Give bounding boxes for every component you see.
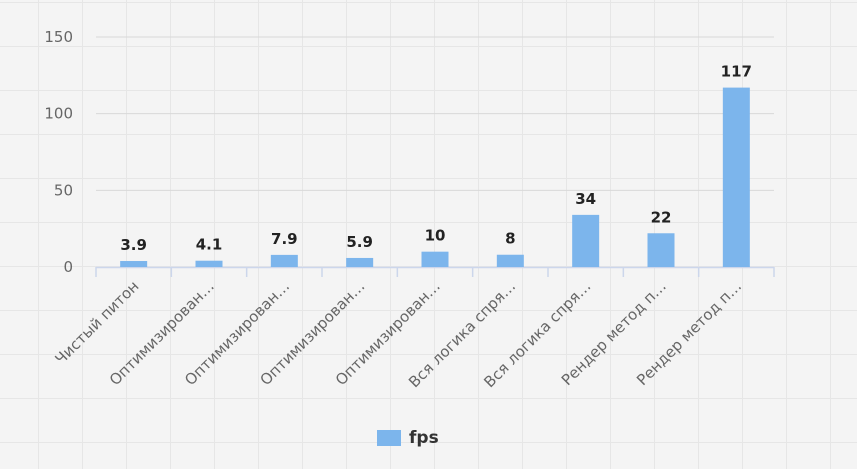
- bar-series: [120, 87, 750, 267]
- data-label: 4.1: [196, 236, 223, 254]
- bar: [496, 254, 524, 267]
- bar: [647, 233, 675, 267]
- data-label: 34: [575, 190, 596, 208]
- bar: [421, 251, 449, 267]
- bar: [346, 257, 374, 267]
- legend[interactable]: fps: [377, 428, 439, 448]
- legend-swatch: [377, 430, 401, 446]
- legend-label: fps: [409, 428, 439, 448]
- y-tick-label: 50: [54, 181, 73, 199]
- y-tick-label: 100: [44, 105, 73, 123]
- data-label: 8: [505, 230, 515, 248]
- data-label: 7.9: [271, 230, 298, 248]
- bar: [195, 260, 223, 267]
- data-labels: 3.9 4.1 7.9 5.9 10 8 34 22 117: [120, 63, 752, 254]
- bar: [120, 261, 148, 267]
- y-axis-ticks: 0 50 100 150: [44, 28, 73, 276]
- data-label: 3.9: [120, 236, 147, 254]
- bar: [722, 87, 750, 267]
- y-grid: [96, 36, 774, 191]
- bar: [270, 254, 298, 267]
- data-label: 22: [651, 208, 672, 226]
- category-labels: Чистый питонОптимизирован…Оптимизирован……: [52, 277, 746, 391]
- data-label: 5.9: [346, 233, 373, 251]
- data-label: 10: [425, 227, 446, 245]
- y-tick-label: 0: [63, 258, 73, 276]
- data-label: 117: [721, 63, 752, 81]
- x-axis-ticks: [95, 267, 775, 277]
- y-tick-label: 150: [44, 28, 73, 46]
- bar: [572, 214, 600, 267]
